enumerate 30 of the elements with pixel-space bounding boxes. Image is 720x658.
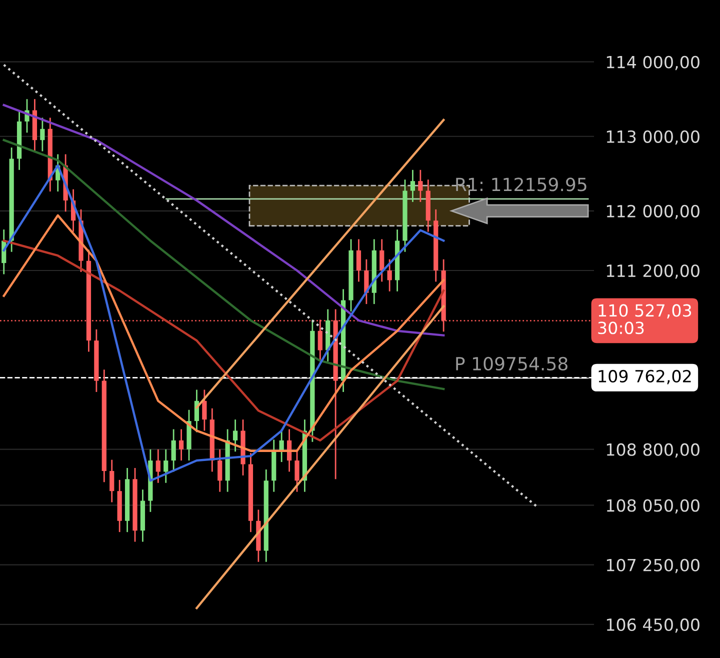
candlestick <box>318 318 322 362</box>
line-series <box>2 138 445 390</box>
y-tick-label: 108 800,00 <box>606 443 700 458</box>
line-series <box>2 104 445 336</box>
candlestick <box>410 169 416 203</box>
ref-line-label: 110 527,03 30:03 <box>598 304 692 334</box>
candlestick <box>232 418 238 452</box>
candlestick <box>110 459 114 503</box>
ref-line-label: P 109754.58 <box>456 356 568 371</box>
candlestick <box>202 389 207 432</box>
y-tick-label: 113 000,00 <box>606 130 700 145</box>
candlestick <box>164 448 168 484</box>
candlestick <box>356 238 362 282</box>
candlestick <box>156 448 160 484</box>
line-series <box>2 164 445 482</box>
candlestick <box>418 169 423 203</box>
y-tick-label: 111 200,00 <box>606 264 700 279</box>
y-tick-label: 107 250,00 <box>606 558 700 574</box>
y-tick-label: 106 450,00 <box>606 618 700 633</box>
candlestick <box>40 117 45 152</box>
candlestick <box>178 428 184 462</box>
y-tick-label: 114 000,00 <box>606 56 700 70</box>
candlestick <box>218 448 222 493</box>
candlestick <box>387 258 392 292</box>
y-tick-label: 108 050,00 <box>606 499 700 514</box>
ref-line-label: 109 762,02 <box>598 370 691 384</box>
candlestick <box>380 238 384 282</box>
ref-line-label: R1: 112159.95 <box>456 178 586 192</box>
y-tick-label: 112 000,00 <box>606 204 700 220</box>
candlestick <box>171 428 176 472</box>
